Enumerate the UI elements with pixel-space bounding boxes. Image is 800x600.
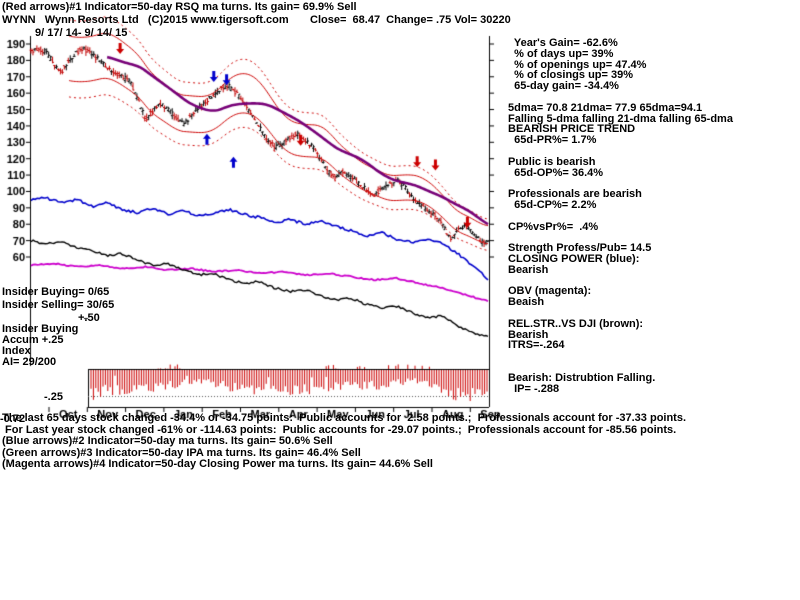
ai-scale-minus25: -.25 — [44, 391, 63, 403]
stats-line: Bearish — [508, 263, 549, 276]
stats-line: Strength Profess/Pub= 14.5 — [508, 242, 652, 255]
footer-line: (Green arrows)#3 Indicator=50-day IPA ma… — [2, 446, 361, 459]
stats-panel: Year's Gain= -62.6% % of days up= 39% % … — [508, 38, 733, 394]
overlapped-text-fragment: -0.72 — [0, 413, 26, 425]
stats-line: BEARISH PRICE TREND — [508, 123, 636, 136]
stats-line: CLOSING POWER (blue): — [508, 252, 640, 265]
footer-line: The last 65 days stock changed -34.4% or… — [2, 412, 687, 424]
footer-line: (Magenta arrows)#4 Indicator=50-day Clos… — [2, 458, 433, 470]
ticker-title: WYNN Wynn Resorts Ltd (C)2015 www.tigers… — [2, 14, 511, 26]
ai-count-label: AI= 29/200 — [2, 356, 57, 368]
stats-line: 65d-OP%= 36.4% — [508, 166, 604, 179]
indicator1-header: (Red arrows)#1 Indicator=50-day RSQ ma t… — [2, 1, 357, 13]
insider-selling-label: Insider Selling= 30/65 — [2, 299, 115, 311]
stats-line: 5dma= 70.8 21dma= 77.9 65dma=94.1 — [508, 101, 703, 114]
stats-line: % of closings up= 39% — [508, 69, 634, 82]
stats-line: REL.STR..VS DJI (brown): — [508, 317, 644, 330]
stats-line: Beaish — [508, 296, 545, 309]
stats-line: ITRS=-.264 — [508, 339, 565, 352]
stats-line: % of days up= 39% — [508, 47, 614, 60]
stats-line: OBV (magenta): — [508, 285, 592, 298]
stats-line: IP= -.288 — [508, 382, 560, 395]
stats-line: Falling 5-dma falling 21-dma falling 65-… — [508, 112, 733, 125]
stats-line: CP%vsPr%= .4% — [508, 220, 599, 233]
footer-line: (Blue arrows)#2 Indicator=50-day ma turn… — [2, 435, 333, 447]
stats-line — [508, 351, 733, 362]
stats-line — [508, 211, 733, 222]
stats-line: 65-day gain= -34.4% — [508, 80, 619, 93]
analysis-footer: The last 65 days stock changed -34.4% or… — [2, 412, 687, 471]
accum-index-label-line3: Index — [2, 345, 31, 357]
accum-index-label-line1: Insider Buying — [2, 323, 79, 335]
stats-line: Public is bearish — [508, 155, 596, 168]
stats-line: Bearish — [508, 328, 549, 341]
stats-line: 65d-CP%= 2.2% — [508, 198, 597, 211]
stats-line: 65d-PR%= 1.7% — [508, 134, 597, 147]
insider-buying-label: Insider Buying= 0/65 — [2, 286, 110, 298]
footer-line: For Last year stock changed -61% or -114… — [2, 423, 677, 436]
stats-line: % of openings up= 47.4% — [508, 58, 647, 71]
stats-line: Year's Gain= -62.6% — [508, 37, 618, 49]
ai-scale-plus50: +.50 — [78, 312, 100, 324]
stats-line: Professionals are bearish — [508, 188, 642, 201]
stats-line: Bearish: Distrubtion Falling. — [508, 371, 656, 384]
accum-index-label-line2: Accum +.25 — [2, 334, 64, 346]
date-range: 9/ 17/ 14- 9/ 14/ 15 — [35, 27, 128, 39]
